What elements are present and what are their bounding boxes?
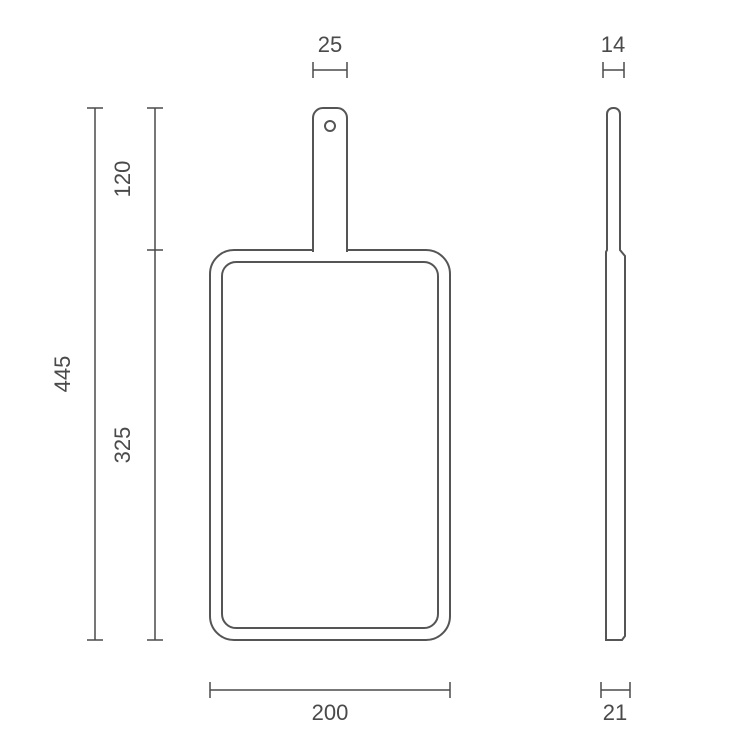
dim-label-body-height: 325 bbox=[110, 427, 135, 464]
dim-label-body-width: 200 bbox=[312, 700, 349, 725]
dim-label-side-top-width: 14 bbox=[601, 32, 625, 57]
dim-label-handle-width: 25 bbox=[318, 32, 342, 57]
dim-label-handle-height: 120 bbox=[110, 161, 135, 198]
technical-drawing: 445 120 325 200 21 25 14 bbox=[0, 0, 750, 750]
dim-label-side-bottom-width: 21 bbox=[603, 700, 627, 725]
front-body-inner bbox=[222, 262, 438, 628]
side-profile bbox=[606, 108, 625, 640]
front-handle-hole bbox=[325, 121, 335, 131]
front-handle bbox=[313, 108, 347, 252]
dim-label-total-height: 445 bbox=[50, 356, 75, 393]
front-body-outer bbox=[210, 250, 450, 640]
